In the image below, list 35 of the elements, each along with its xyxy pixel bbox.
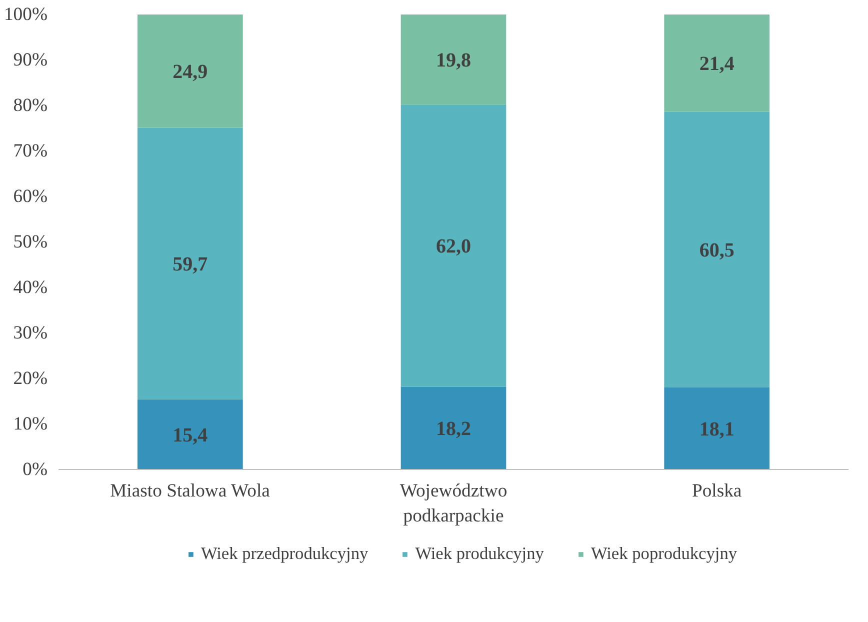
y-tick-label: 30% xyxy=(13,322,48,344)
x-tick-label: Województwo podkarpackie xyxy=(400,480,508,527)
bar xyxy=(400,104,506,387)
y-tick-label: 20% xyxy=(13,368,48,389)
data-label: 59,7 xyxy=(172,254,208,276)
y-tick-label: 70% xyxy=(13,140,48,162)
legend-label: Wiek produkcyjny xyxy=(415,544,544,564)
data-label: 21,4 xyxy=(699,53,734,76)
data-label: 24,9 xyxy=(172,61,208,84)
bar xyxy=(400,14,506,105)
x-tick-label: Polska xyxy=(692,480,742,502)
data-label: 18,2 xyxy=(436,418,471,440)
legend-label: Wiek przedprodukcyjny xyxy=(200,544,368,564)
y-tick-label: 80% xyxy=(13,95,48,116)
y-tick-label: 50% xyxy=(13,232,48,252)
y-tick-label: 40% xyxy=(13,277,48,298)
y-tick-label: 10% xyxy=(13,414,48,434)
data-label: 19,8 xyxy=(436,50,471,72)
bar xyxy=(138,399,243,470)
bar xyxy=(664,387,770,470)
data-label: 18,1 xyxy=(699,418,734,440)
data-label: 60,5 xyxy=(699,240,734,262)
bar xyxy=(138,128,243,400)
legend-label: Wiek poprodukcyjny xyxy=(590,544,738,564)
y-tick-label: 90% xyxy=(13,50,48,70)
y-tick-label: 0% xyxy=(22,459,48,480)
data-label: 62,0 xyxy=(436,236,471,258)
bar xyxy=(400,386,506,470)
x-tick-label: Miasto Stalowa Wola xyxy=(110,480,271,502)
y-tick-label: 60% xyxy=(13,186,48,207)
bar xyxy=(664,112,770,388)
bar xyxy=(138,14,243,128)
data-label: 15,4 xyxy=(172,424,208,446)
bar xyxy=(664,14,770,112)
y-tick-label: 100% xyxy=(4,4,48,25)
